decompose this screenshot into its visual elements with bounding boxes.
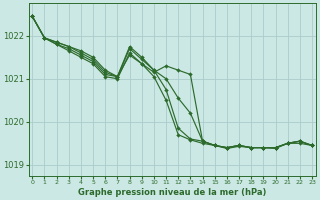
- X-axis label: Graphe pression niveau de la mer (hPa): Graphe pression niveau de la mer (hPa): [78, 188, 266, 197]
